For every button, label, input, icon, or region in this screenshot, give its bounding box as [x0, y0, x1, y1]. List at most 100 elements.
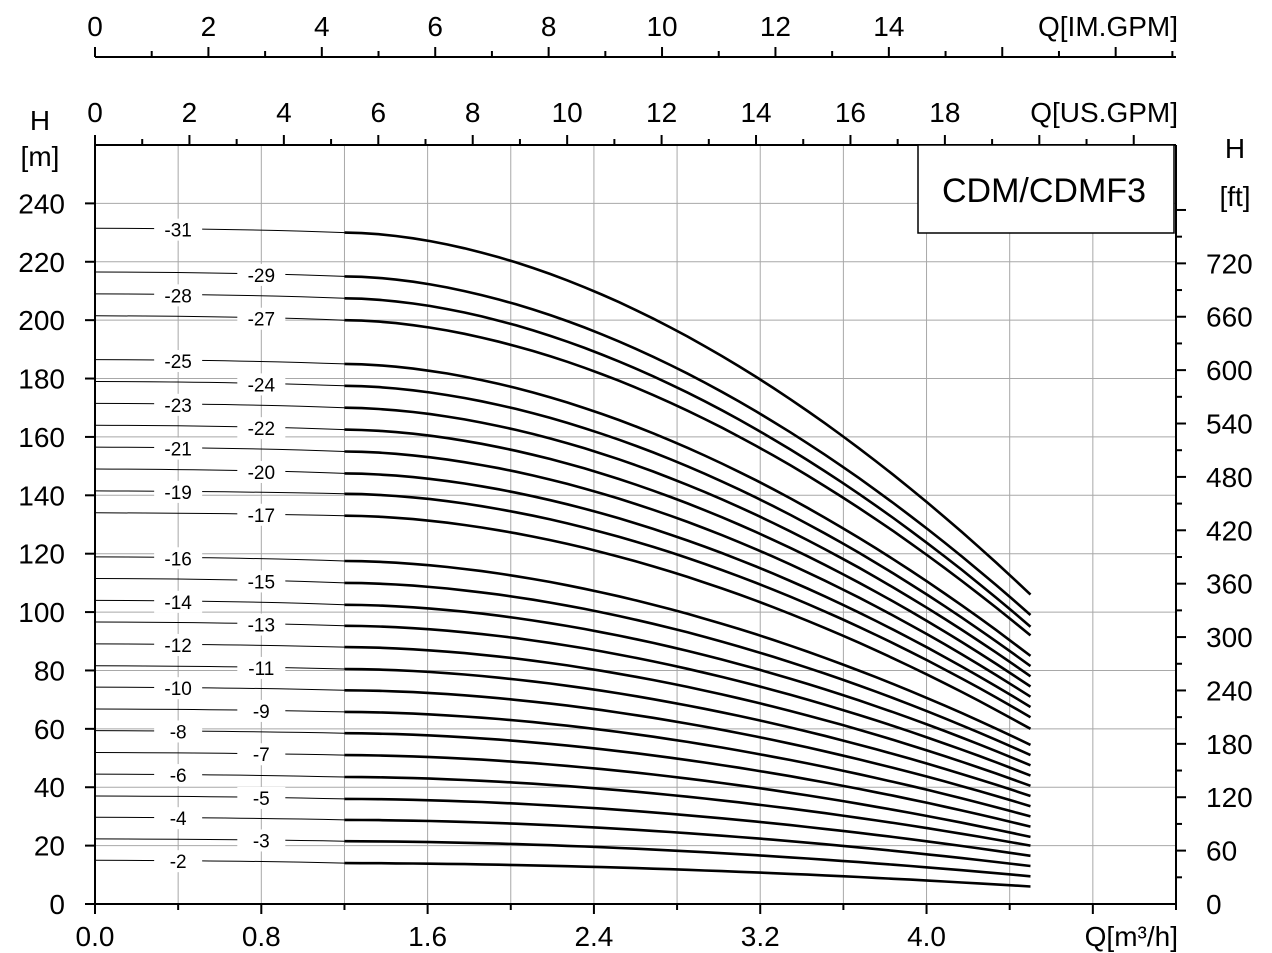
pump-curve — [344, 472, 1032, 709]
curve-label: -12 — [164, 636, 191, 657]
curve-extension — [94, 578, 345, 584]
right-y-axis-unit: [ft] — [1219, 181, 1250, 212]
curve-label-bg — [154, 393, 203, 416]
curve-label: -23 — [164, 396, 191, 417]
curve-extension — [94, 621, 345, 627]
us-gpm-tick-label: 12 — [646, 97, 677, 128]
right-y-axis-tick-label: 300 — [1206, 622, 1253, 653]
title-box: CDM/CDMF3 — [917, 144, 1175, 234]
x-axis-tick-label: 1.6 — [408, 921, 447, 952]
right-y-axis-tick-label: 60 — [1206, 836, 1237, 867]
im-gpm-tick-label: 8 — [541, 11, 557, 42]
pump-curve — [344, 731, 1031, 828]
curve-label-bg — [237, 656, 286, 679]
im-gpm-axis-title: Q[IM.GPM] — [1038, 11, 1178, 42]
curve-label-bg — [154, 437, 203, 460]
us-gpm-tick-label: 14 — [740, 97, 771, 128]
curve-extension — [94, 271, 345, 277]
curve-label: -9 — [253, 702, 270, 723]
curve-label: -4 — [170, 809, 187, 830]
curve-label-bg — [154, 218, 203, 241]
left-y-axis-unit: [m] — [21, 141, 60, 172]
pump-curve — [344, 318, 1032, 637]
left-y-axis-tick-label: 240 — [18, 188, 65, 219]
curve-label-bg — [237, 699, 286, 722]
curve-label: -22 — [248, 419, 275, 440]
curve-label-bg — [237, 613, 286, 636]
axes: 0.0 0.8 1.6 2.4 3.2 4.00 2 4 6 8 10 12 14 16 180 2 4 6 8 10… — [18, 11, 1252, 952]
curve-label-bg — [154, 850, 203, 873]
curve-label-bg — [237, 786, 286, 809]
curve-extension — [94, 708, 345, 713]
curve-label-bg — [154, 677, 203, 700]
pump-curve — [344, 839, 1031, 878]
curve-label: -16 — [164, 549, 191, 570]
curve-label-bg — [237, 743, 286, 766]
curve-label: -20 — [248, 463, 275, 484]
curve-extension — [94, 859, 345, 864]
curve-label: -10 — [164, 679, 191, 700]
curve-label-bg — [237, 417, 286, 440]
left-y-axis-tick-label: 220 — [18, 247, 65, 278]
curve-label-bg — [237, 460, 286, 483]
curve-label-bg — [154, 284, 203, 307]
left-y-axis-tick-label: 60 — [34, 714, 65, 745]
pump-curve — [344, 450, 1032, 698]
curve-label: -19 — [164, 483, 191, 504]
pump-curve — [344, 710, 1031, 818]
pump-curve — [344, 753, 1031, 839]
curve-label: -27 — [248, 310, 275, 331]
curve-extension — [94, 359, 345, 365]
right-y-axis-tick-label: 600 — [1206, 355, 1253, 386]
im-gpm-tick-label: 10 — [646, 11, 677, 42]
pump-curve — [344, 689, 1031, 808]
curve-label: -6 — [170, 766, 187, 787]
right-y-axis-tick-label: 360 — [1206, 569, 1253, 600]
right-y-axis-tick-label: 480 — [1206, 462, 1253, 493]
curve-label-bg — [237, 373, 286, 396]
right-y-axis-tick-label: 420 — [1206, 515, 1253, 546]
curve-extension — [94, 446, 345, 452]
pump-curve — [344, 514, 1032, 730]
curve-extension — [94, 490, 345, 495]
curve-label: -31 — [164, 221, 191, 242]
left-y-axis-tick-label: 0 — [49, 889, 65, 920]
curve-label-bg — [237, 829, 286, 852]
curve-label-bg — [154, 547, 203, 570]
right-y-axis-tick-label: 240 — [1206, 675, 1253, 706]
chart-title: CDM/CDMF3 — [942, 172, 1146, 210]
pump-curve — [344, 861, 1031, 888]
curve-extension — [94, 293, 345, 299]
curve-label-bg — [154, 590, 203, 613]
pump-curve — [344, 818, 1031, 868]
x-axis-tick-label: 3.2 — [741, 921, 780, 952]
pump-curve — [344, 406, 1032, 678]
curve-label: -15 — [248, 572, 275, 593]
curve-label-bg — [154, 807, 203, 830]
left-y-axis-tick-label: 160 — [18, 422, 65, 453]
right-y-axis-tick-label: 120 — [1206, 782, 1253, 813]
left-y-axis-tick-label: 100 — [18, 597, 65, 628]
curve-extension — [94, 468, 345, 474]
us-gpm-tick-label: 6 — [371, 97, 387, 128]
im-gpm-tick-label: 14 — [873, 11, 904, 42]
x-axis-title: Q[m³/h] — [1085, 921, 1178, 952]
curve-extension — [94, 512, 345, 517]
curve-label: -17 — [248, 506, 275, 527]
curve-label-bg — [154, 764, 203, 787]
curve-label: -11 — [248, 659, 274, 680]
curve-label-bg — [237, 570, 286, 593]
right-y-axis-tick-label: 180 — [1206, 729, 1253, 760]
us-gpm-tick-label: 10 — [552, 97, 583, 128]
curve-extension — [94, 752, 345, 756]
curve-label: -2 — [170, 852, 187, 873]
us-gpm-tick-label: 16 — [835, 97, 866, 128]
curve-extension — [94, 643, 345, 648]
curve-extension — [94, 599, 345, 606]
curve-label-bg — [154, 480, 203, 503]
right-y-axis-title: H — [1225, 133, 1245, 164]
curve-extension — [94, 556, 345, 562]
pump-curve — [344, 775, 1031, 847]
pump-curve — [344, 428, 1032, 688]
